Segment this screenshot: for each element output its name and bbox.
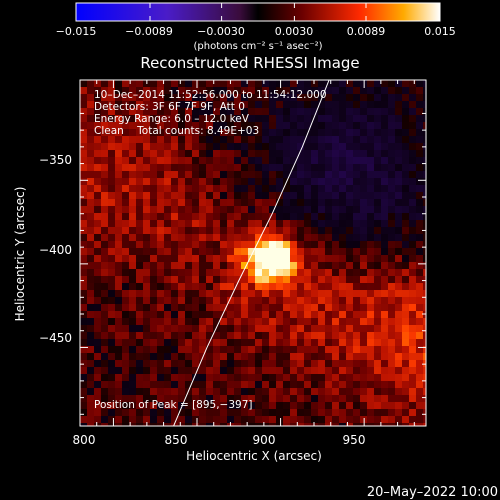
- colorbar-ticks: [75, 3, 441, 21]
- axis-ticks: [80, 80, 426, 426]
- annotation-counts: Clean Total counts: 8.49E+03: [94, 125, 259, 137]
- peak-position-label: Position of Peak = [895,−397]: [94, 399, 253, 411]
- colorbar: [75, 2, 441, 22]
- annotation-detectors: Detectors: 3F 6F 7F 9F, Att 0: [94, 101, 245, 113]
- chart-title: Reconstructed RHESSI Image: [140, 54, 359, 72]
- x-tick-label: 950: [343, 433, 366, 447]
- colorbar-tick-label: 0.0089: [347, 25, 386, 38]
- x-axis-label: Heliocentric X (arcsec): [186, 449, 322, 463]
- solar-limb-curve: [173, 80, 330, 426]
- y-tick-label: −350: [39, 153, 72, 167]
- colorbar-tick-label: 0.0030: [275, 25, 314, 38]
- annotation-time: 10–Dec–2014 11:52:56.000 to 11:54:12.000: [94, 89, 327, 101]
- colorbar-tick-label: 0.015: [424, 25, 456, 38]
- x-tick-label: 800: [73, 433, 96, 447]
- annotation-energy: Energy Range: 6.0 – 12.0 keV: [94, 113, 250, 125]
- colorbar-tick-label: −0.0089: [125, 25, 173, 38]
- heatmap-image: [80, 80, 426, 426]
- y-tick-label: −400: [39, 243, 72, 257]
- plot-frame: [79, 79, 427, 427]
- x-tick-label: 900: [253, 433, 276, 447]
- colorbar-tick-label: −0.015: [56, 25, 97, 38]
- y-axis-label: Heliocentric Y (arcsec): [13, 187, 27, 322]
- y-tick-label: −450: [39, 331, 72, 345]
- footer-date: 20–May–2022 10:00: [367, 485, 498, 500]
- colorbar-units: (photons cm⁻² s⁻¹ asec⁻²): [193, 41, 322, 52]
- x-tick-label: 850: [165, 433, 188, 447]
- colorbar-tick-label: −0.0030: [197, 25, 245, 38]
